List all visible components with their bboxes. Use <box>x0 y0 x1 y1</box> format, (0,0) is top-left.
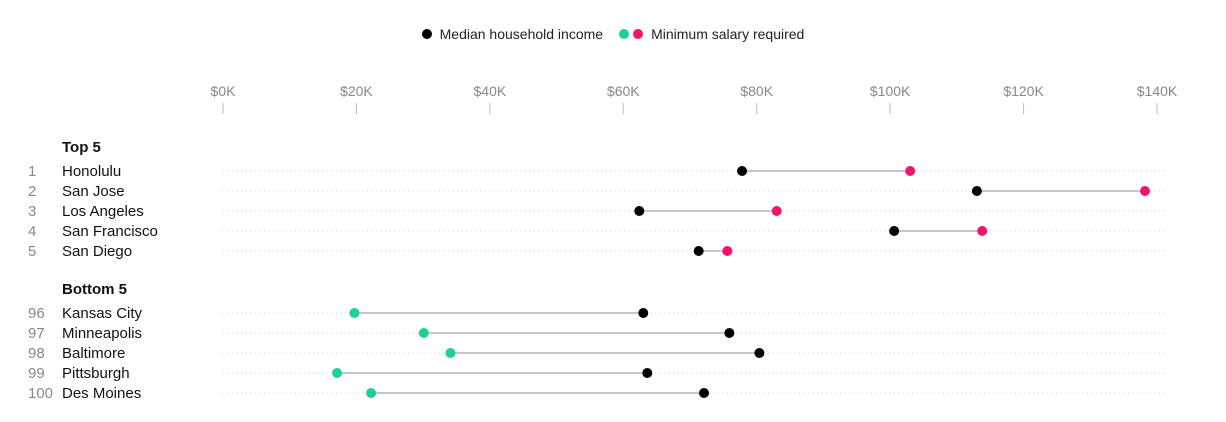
legend-item-minimum: Minimum salary required <box>619 26 804 42</box>
row-rank: 97 <box>28 325 45 342</box>
row-city: Minneapolis <box>62 325 142 342</box>
row-city: San Francisco <box>62 223 158 240</box>
row-city: San Jose <box>62 183 125 200</box>
group-title: Top 5 <box>62 139 101 156</box>
median-income-dot <box>737 166 748 176</box>
row-rank: 1 <box>28 163 36 180</box>
legend-minimum-high-dot <box>633 29 644 39</box>
legend-median-label: Median household income <box>439 26 604 42</box>
row-rank: 4 <box>28 223 36 240</box>
row-city: Los Angeles <box>62 203 144 220</box>
x-tick-label: $60K <box>607 83 640 99</box>
minimum-salary-dot <box>1139 186 1150 196</box>
minimum-salary-dot <box>418 328 429 338</box>
minimum-salary-dot <box>771 206 782 216</box>
row-rank: 5 <box>28 243 36 260</box>
row-rank: 2 <box>28 183 36 200</box>
group-title: Bottom 5 <box>62 281 127 298</box>
minimum-salary-dot <box>366 388 377 398</box>
minimum-salary-dot <box>722 246 733 256</box>
x-tick-label: $40K <box>474 83 507 99</box>
x-tick-label: $140K <box>1137 83 1178 99</box>
median-income-dot <box>889 226 900 236</box>
row-rank: 96 <box>28 305 45 322</box>
row-city: Kansas City <box>62 305 143 322</box>
row-rank: 98 <box>28 345 45 362</box>
legend-minimum-low-dot <box>619 29 630 39</box>
chart-legend: Median household income Minimum salary r… <box>0 24 1226 44</box>
median-income-dot <box>971 186 982 196</box>
minimum-salary-dot <box>977 226 988 236</box>
row-city: Pittsburgh <box>62 365 130 382</box>
median-income-dot <box>634 206 645 216</box>
x-tick-label: $120K <box>1003 83 1044 99</box>
legend-item-median: Median household income <box>421 26 604 42</box>
median-income-dot <box>638 308 649 318</box>
legend-median-dot <box>421 29 432 39</box>
row-rank: 99 <box>28 365 45 382</box>
x-tick-label: $80K <box>740 83 773 99</box>
median-income-dot <box>693 246 704 256</box>
median-income-dot <box>754 348 765 358</box>
row-city: Honolulu <box>62 163 121 180</box>
x-tick-label: $0K <box>211 83 237 99</box>
minimum-salary-dot <box>445 348 456 358</box>
median-income-dot <box>699 388 710 398</box>
x-tick-label: $20K <box>340 83 373 99</box>
median-income-dot <box>642 368 653 378</box>
minimum-salary-dot <box>332 368 343 378</box>
minimum-salary-dot <box>905 166 916 176</box>
row-city: Des Moines <box>62 385 141 402</box>
row-rank: 3 <box>28 203 36 220</box>
legend-minimum-label: Minimum salary required <box>651 26 805 42</box>
row-city: Baltimore <box>62 345 125 362</box>
row-city: San Diego <box>62 243 132 260</box>
row-rank: 100 <box>28 385 53 402</box>
minimum-salary-dot <box>349 308 360 318</box>
median-income-dot <box>724 328 735 338</box>
x-tick-label: $100K <box>870 83 911 99</box>
